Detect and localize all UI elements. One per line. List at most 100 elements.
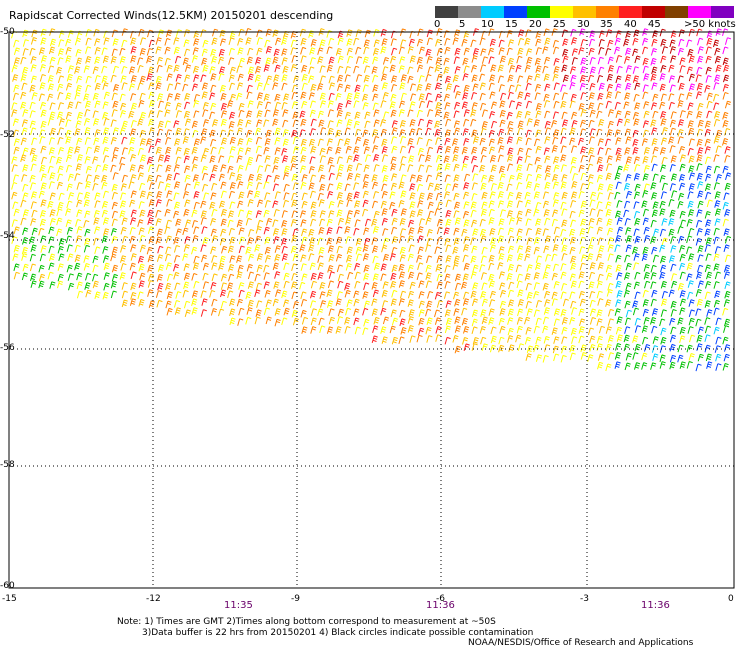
wind-barb bbox=[399, 290, 407, 299]
wind-barb bbox=[265, 46, 272, 54]
wind-barb bbox=[201, 254, 208, 263]
wind-barb bbox=[409, 201, 416, 209]
lon-label: 0 bbox=[728, 594, 734, 604]
wind-barb bbox=[544, 344, 551, 352]
wind-barb bbox=[479, 218, 486, 227]
wind-barb bbox=[479, 164, 486, 173]
wind-barb bbox=[642, 308, 649, 317]
wind-barb bbox=[209, 66, 216, 74]
wind-barb bbox=[425, 154, 432, 163]
wind-barb bbox=[373, 109, 380, 117]
wind-barb bbox=[65, 208, 72, 216]
wind-barb bbox=[551, 272, 558, 281]
wind-barb bbox=[479, 92, 486, 101]
wind-barb bbox=[211, 164, 218, 173]
wind-barb bbox=[85, 46, 92, 54]
wind-barb bbox=[380, 273, 387, 282]
wind-barb bbox=[597, 361, 604, 370]
wind-barb bbox=[615, 110, 622, 119]
wind-barb bbox=[381, 289, 388, 298]
wind-barb bbox=[155, 290, 163, 298]
wind-barb bbox=[380, 128, 387, 137]
wind-barb bbox=[399, 163, 406, 172]
wind-barb bbox=[75, 235, 82, 243]
wind-barb bbox=[57, 127, 64, 135]
wind-barb bbox=[516, 164, 523, 172]
wind-barb bbox=[526, 118, 533, 126]
wind-barb bbox=[227, 155, 234, 164]
wind-barb bbox=[346, 47, 353, 56]
wind-barb bbox=[651, 289, 658, 298]
wind-barb bbox=[642, 299, 649, 307]
wind-barb bbox=[256, 92, 264, 100]
wind-barb bbox=[634, 218, 641, 226]
wind-barb bbox=[587, 181, 594, 190]
wind-barb bbox=[229, 136, 236, 145]
wind-barb bbox=[57, 245, 64, 254]
wind-barb bbox=[588, 281, 595, 289]
wind-barb bbox=[391, 47, 398, 56]
pass-time: 11:35 bbox=[224, 600, 253, 611]
wind-barb bbox=[560, 136, 567, 145]
wind-barb bbox=[11, 102, 18, 110]
wind-barb bbox=[507, 147, 514, 156]
wind-barb bbox=[210, 48, 217, 57]
wind-barb bbox=[426, 255, 433, 264]
wind-barb bbox=[507, 308, 514, 317]
wind-barb bbox=[497, 235, 504, 244]
wind-barb bbox=[211, 273, 218, 282]
wind-barb bbox=[155, 218, 162, 226]
wind-barb bbox=[281, 57, 288, 65]
wind-barb bbox=[74, 262, 81, 271]
wind-barb bbox=[671, 280, 678, 289]
wind-barb bbox=[679, 253, 686, 262]
wind-barb bbox=[714, 208, 722, 216]
wind-barb bbox=[463, 236, 470, 244]
wind-barb bbox=[49, 155, 56, 164]
wind-barb bbox=[40, 109, 47, 118]
wind-barb bbox=[408, 309, 415, 317]
wind-barb bbox=[605, 147, 612, 156]
wind-barb bbox=[193, 38, 200, 46]
wind-barb bbox=[588, 47, 595, 56]
wind-barb bbox=[517, 47, 524, 56]
wind-barb bbox=[416, 255, 423, 263]
wind-barb bbox=[381, 190, 388, 199]
wind-barb bbox=[327, 245, 334, 253]
wind-barb bbox=[427, 192, 434, 201]
wind-barb bbox=[418, 46, 426, 55]
wind-barb bbox=[355, 253, 363, 262]
wind-barb bbox=[129, 298, 137, 306]
wind-barb bbox=[525, 327, 532, 335]
wind-barb bbox=[344, 289, 351, 298]
wind-barb bbox=[580, 109, 587, 117]
wind-barb bbox=[434, 64, 441, 73]
wind-barb bbox=[157, 154, 165, 162]
wind-barb bbox=[274, 308, 281, 316]
wind-barb bbox=[93, 210, 100, 218]
wind-barb bbox=[569, 82, 576, 90]
wind-barb bbox=[722, 92, 729, 100]
wind-barb bbox=[578, 308, 585, 317]
wind-barb bbox=[391, 336, 398, 345]
wind-barb bbox=[688, 172, 696, 180]
wind-barb bbox=[156, 228, 163, 237]
wind-barb bbox=[589, 66, 597, 75]
wind-barb bbox=[517, 289, 524, 298]
wind-barb bbox=[283, 93, 290, 102]
wind-barb bbox=[282, 129, 289, 137]
wind-barb bbox=[282, 199, 289, 208]
wind-barb bbox=[76, 290, 84, 299]
wind-barb bbox=[607, 65, 615, 73]
wind-barb bbox=[695, 219, 703, 228]
wind-barb bbox=[535, 218, 542, 227]
wind-barb bbox=[246, 110, 253, 119]
wind-barb bbox=[616, 290, 623, 298]
wind-barb bbox=[409, 83, 416, 91]
wind-barb bbox=[29, 174, 36, 183]
wind-barb bbox=[193, 226, 200, 235]
wind-barb bbox=[553, 156, 560, 164]
wind-barb bbox=[705, 173, 712, 182]
wind-barb bbox=[282, 109, 289, 117]
wind-barb bbox=[328, 254, 335, 262]
